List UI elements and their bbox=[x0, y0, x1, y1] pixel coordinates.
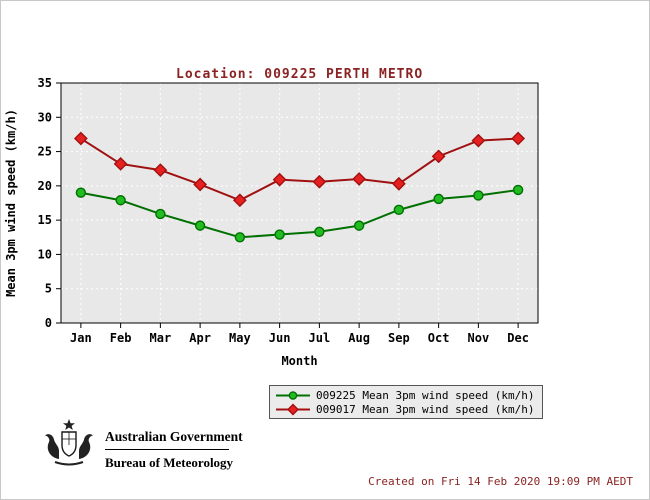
svg-text:Oct: Oct bbox=[428, 331, 450, 345]
bureau-branding: Australian Government Bureau of Meteorol… bbox=[105, 429, 243, 471]
svg-text:Feb: Feb bbox=[110, 331, 132, 345]
svg-text:Month: Month bbox=[281, 354, 317, 368]
branding-divider bbox=[105, 449, 229, 450]
title-line1: Location: 009225 PERTH METRO bbox=[176, 67, 424, 82]
svg-text:0: 0 bbox=[45, 316, 52, 330]
svg-text:35: 35 bbox=[38, 76, 52, 90]
svg-text:Jan: Jan bbox=[70, 331, 92, 345]
legend-label: 009225 Mean 3pm wind speed (km/h) bbox=[316, 388, 535, 402]
svg-text:15: 15 bbox=[38, 213, 52, 227]
svg-text:5: 5 bbox=[45, 282, 52, 296]
coat-of-arms-icon bbox=[45, 419, 93, 466]
chart-legend: 009225 Mean 3pm wind speed (km/h) 009017 … bbox=[269, 385, 543, 419]
svg-text:Mean 3pm wind speed (km/h): Mean 3pm wind speed (km/h) bbox=[4, 109, 18, 297]
svg-text:May: May bbox=[229, 331, 251, 345]
svg-text:Apr: Apr bbox=[189, 331, 211, 345]
svg-text:10: 10 bbox=[38, 247, 52, 261]
svg-text:Mar: Mar bbox=[150, 331, 172, 345]
svg-text:Sep: Sep bbox=[388, 331, 410, 345]
legend-label: 009017 Mean 3pm wind speed (km/h) bbox=[316, 402, 535, 416]
legend-circle-marker-icon bbox=[276, 390, 310, 400]
svg-text:25: 25 bbox=[38, 145, 52, 159]
svg-text:Jun: Jun bbox=[269, 331, 291, 345]
svg-text:30: 30 bbox=[38, 110, 52, 124]
svg-text:Nov: Nov bbox=[468, 331, 490, 345]
wind-speed-chart: 0 5 10 15 20 25 30 35 Jan Feb Mar Apr May Jun Jul Aug Se… bbox=[4, 76, 539, 368]
legend-item: 009017 Mean 3pm wind speed (km/h) bbox=[274, 402, 538, 416]
svg-text:Dec: Dec bbox=[507, 331, 529, 345]
legend-diamond-marker-icon bbox=[276, 403, 310, 415]
svg-text:20: 20 bbox=[38, 179, 52, 193]
bureau-of-meteorology-label: Bureau of Meteorology bbox=[105, 455, 234, 470]
created-timestamp: Created on Fri 14 Feb 2020 19:09 PM AEDT bbox=[368, 475, 633, 488]
legend-item: 009225 Mean 3pm wind speed (km/h) bbox=[274, 388, 538, 402]
svg-text:Aug: Aug bbox=[348, 331, 370, 345]
australian-government-label: Australian Government bbox=[105, 429, 243, 444]
svg-text:Jul: Jul bbox=[309, 331, 331, 345]
